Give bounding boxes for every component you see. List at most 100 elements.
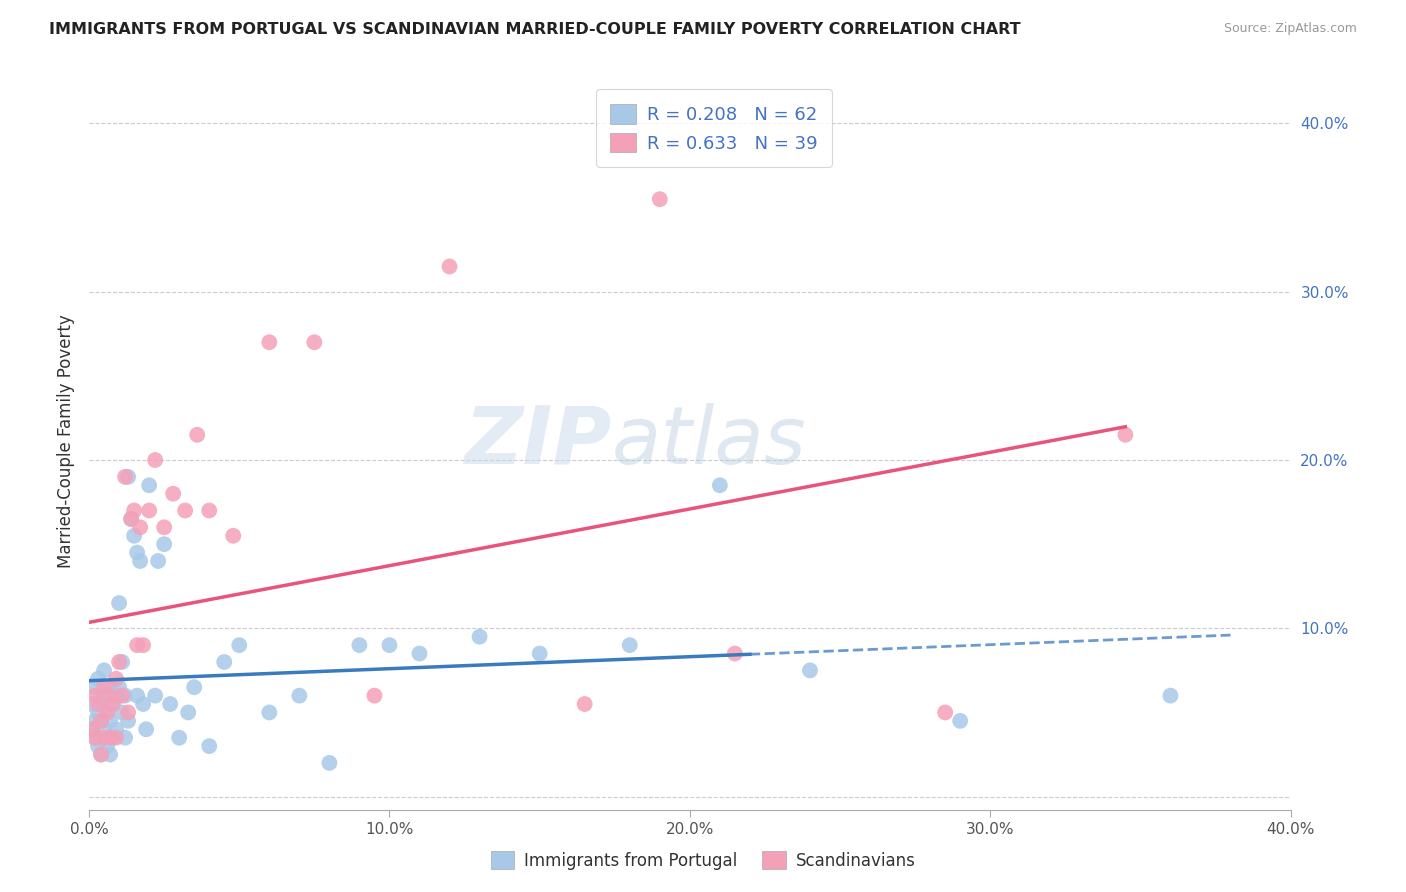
Point (1114, 427, 1136, 442)
Point (186, 427, 208, 442)
Point (132, 638, 155, 652)
Text: Source: ZipAtlas.com: Source: ZipAtlas.com (1223, 22, 1357, 36)
Point (87, 706, 110, 720)
Point (799, 664, 821, 678)
Point (159, 697, 181, 711)
Point (468, 630, 491, 644)
Point (111, 655, 134, 669)
Y-axis label: Married-Couple Family Poverty: Married-Couple Family Poverty (58, 315, 75, 568)
Point (349, 638, 371, 652)
Point (101, 731, 124, 745)
Point (378, 638, 401, 652)
Point (93, 664, 115, 678)
Point (529, 647, 551, 661)
Point (90, 714, 112, 728)
Point (162, 486, 184, 500)
Point (439, 260, 461, 274)
Point (724, 647, 747, 661)
Point (98, 689, 121, 703)
Point (127, 638, 149, 652)
Point (198, 503, 221, 517)
Point (143, 689, 166, 703)
Point (198, 739, 221, 753)
Point (127, 689, 149, 703)
Point (117, 470, 139, 484)
Point (114, 470, 136, 484)
Point (288, 689, 311, 703)
Point (120, 512, 142, 526)
Point (120, 512, 142, 526)
Point (80, 723, 103, 737)
Point (98, 714, 121, 728)
Point (96, 739, 118, 753)
Point (84, 680, 107, 694)
Point (138, 478, 160, 492)
Point (153, 537, 176, 551)
Point (105, 723, 128, 737)
Point (108, 680, 131, 694)
Point (619, 638, 641, 652)
Point (117, 714, 139, 728)
Point (114, 689, 136, 703)
Point (363, 689, 385, 703)
Point (222, 529, 245, 543)
Point (174, 503, 197, 517)
Point (304, 335, 326, 350)
Point (135, 723, 157, 737)
Text: IMMIGRANTS FROM PORTUGAL VS SCANDINAVIAN MARRIED-COUPLE FAMILY POVERTY CORRELATI: IMMIGRANTS FROM PORTUGAL VS SCANDINAVIAN… (49, 22, 1021, 37)
Point (167, 731, 190, 745)
Point (127, 545, 149, 559)
Point (259, 335, 281, 350)
Point (122, 503, 145, 517)
Point (146, 554, 169, 568)
Point (84, 731, 107, 745)
Point (93, 680, 115, 694)
Point (183, 680, 205, 694)
Point (80, 723, 103, 737)
Point (93, 731, 115, 745)
Point (153, 520, 176, 534)
Point (408, 647, 430, 661)
Point (93, 723, 115, 737)
Text: atlas: atlas (612, 402, 807, 481)
Point (177, 706, 200, 720)
Point (108, 596, 131, 610)
Point (648, 192, 671, 206)
Point (259, 706, 281, 720)
Point (87, 697, 110, 711)
Point (101, 697, 124, 711)
Point (122, 529, 145, 543)
Point (111, 706, 134, 720)
Point (709, 478, 731, 492)
Point (212, 655, 235, 669)
Point (84, 714, 107, 728)
Point (129, 554, 152, 568)
Point (1159, 689, 1181, 703)
Point (80, 697, 103, 711)
Point (105, 672, 128, 686)
Point (90, 714, 112, 728)
Point (98, 747, 121, 762)
Point (90, 697, 112, 711)
Point (108, 655, 131, 669)
Point (111, 689, 134, 703)
Point (87, 739, 110, 753)
Point (90, 747, 112, 762)
Point (84, 689, 107, 703)
Point (143, 453, 166, 467)
Point (105, 689, 128, 703)
Point (96, 706, 118, 720)
Point (574, 697, 596, 711)
Point (96, 706, 118, 720)
Point (129, 520, 152, 534)
Point (132, 697, 155, 711)
Point (934, 706, 956, 720)
Point (105, 731, 128, 745)
Legend: R = 0.208   N = 62, R = 0.633   N = 39: R = 0.208 N = 62, R = 0.633 N = 39 (596, 89, 832, 167)
Point (138, 503, 160, 517)
Point (949, 714, 972, 728)
Point (90, 747, 112, 762)
Point (114, 731, 136, 745)
Point (84, 731, 107, 745)
Point (117, 706, 139, 720)
